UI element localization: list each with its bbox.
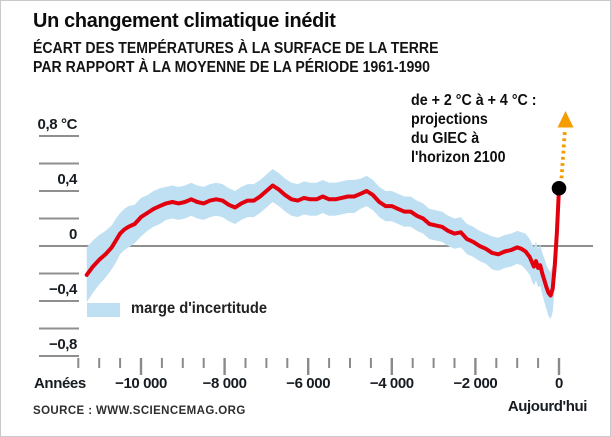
x-tick-label: −6 000 [286, 375, 331, 392]
projection-annotation: de + 2 °C à + 4 °C : projections du GIEC… [411, 91, 537, 167]
chart-subtitle-line1: ÉCART DES TEMPÉRATURES À LA SURFACE DE L… [33, 40, 439, 57]
projection-annotation-line4: l'horizon 2100 [411, 149, 506, 166]
y-tick-label: −0,4 [48, 281, 77, 298]
projection-annotation-line3: du GIEC à [411, 130, 480, 147]
projection-annotation-line2: projections [411, 111, 488, 128]
projection-annotation-line1: de + 2 °C à + 4 °C : [411, 92, 537, 109]
page-title: Un changement climatique inédit [33, 9, 336, 32]
projection-arrow [559, 128, 567, 179]
uncertainty-legend-swatch [87, 303, 120, 317]
x-tick-label: −2 000 [453, 375, 498, 392]
x-axis-unit-label: Années [34, 375, 86, 392]
projection-arrowhead [557, 111, 574, 128]
y-tick-label: 0,8 °C [37, 116, 78, 133]
temperature-line [84, 183, 561, 298]
x-tick-label: 0 [555, 375, 563, 392]
chart-subtitle-line2: PAR RAPPORT À LA MOYENNE DE LA PÉRIODE 1… [33, 59, 430, 76]
chart-subtitle: ÉCART DES TEMPÉRATURES À LA SURFACE DE L… [33, 39, 438, 77]
y-tick-label: 0,4 [57, 171, 77, 188]
today-label: Aujourd'hui [507, 398, 588, 415]
uncertainty-band [86, 169, 555, 319]
x-tick-label: −8 000 [202, 375, 247, 392]
x-tick-label: −10 000 [115, 375, 167, 392]
y-tick-label: 0 [69, 226, 77, 243]
today-dot [551, 180, 567, 196]
x-tick-label: −4 000 [369, 375, 414, 392]
source-credit: SOURCE : WWW.SCIENCEMAG.ORG [33, 405, 246, 417]
uncertainty-legend-label: marge d'incertitude [131, 300, 268, 317]
y-tick-label: −0,8 [48, 336, 77, 353]
